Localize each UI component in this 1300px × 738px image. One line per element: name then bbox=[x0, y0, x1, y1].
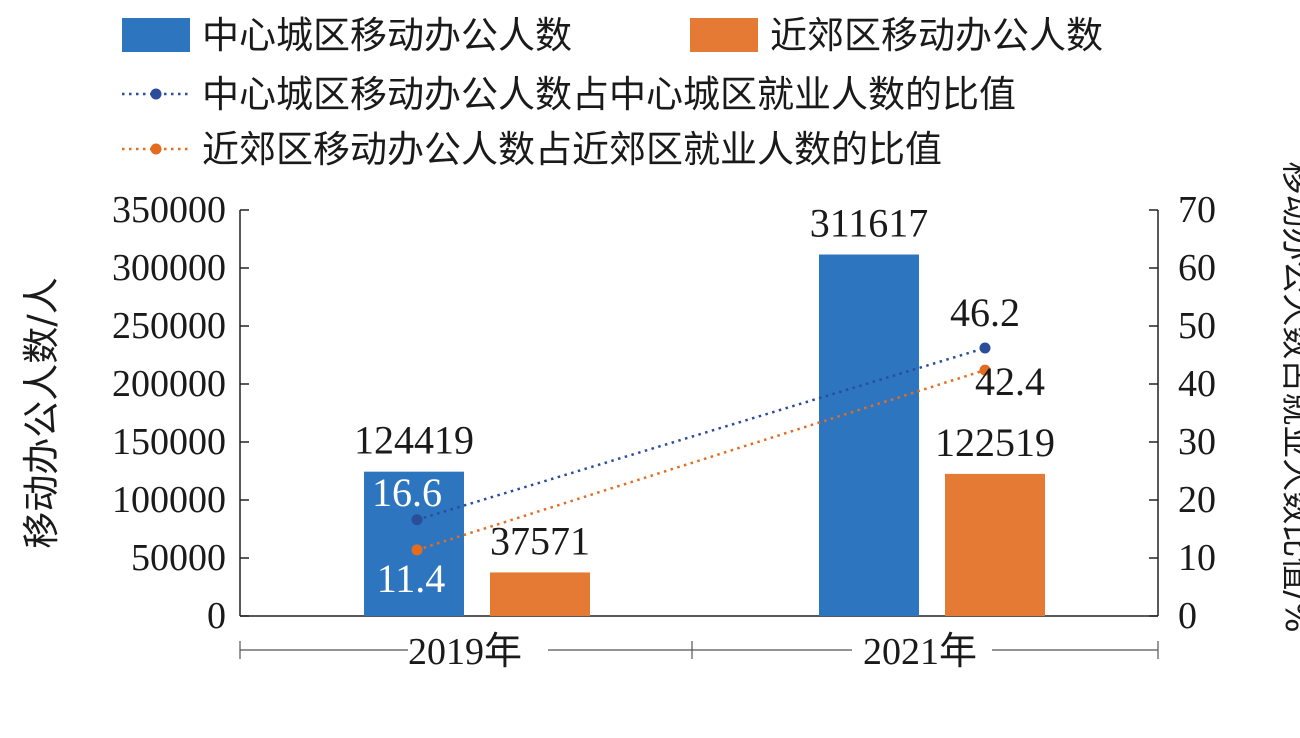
legend-label: 近郊区移动办公人数占近郊区就业人数的比值 bbox=[202, 128, 942, 171]
right-tick-label: 60 bbox=[1178, 247, 1216, 289]
right-axis-title: 移动办公人数占就业人数比值/% bbox=[1278, 161, 1300, 632]
left-tick-label: 100000 bbox=[112, 479, 226, 521]
legend-marker bbox=[150, 88, 162, 100]
bar bbox=[364, 471, 464, 616]
right-tick-label: 30 bbox=[1178, 421, 1216, 463]
left-tick-label: 350000 bbox=[112, 189, 226, 231]
bar-value-label: 311617 bbox=[810, 201, 929, 246]
right-tick-label: 40 bbox=[1178, 363, 1216, 405]
legend-label: 中心城区移动办公人数 bbox=[202, 14, 572, 57]
bar-value-label: 124419 bbox=[354, 418, 474, 463]
ratio-value-label: 11.4 bbox=[377, 556, 446, 601]
ratio-value-label: 16.6 bbox=[372, 470, 442, 515]
ratio-point bbox=[979, 342, 991, 354]
legend: 中心城区移动办公人数 近郊区移动办公人数中心城区移动办公人数占中心城区就业人数的比… bbox=[122, 14, 1103, 171]
left-tick-label: 300000 bbox=[112, 247, 226, 289]
bar-value-label: 37571 bbox=[490, 518, 590, 563]
right-tick-label: 50 bbox=[1178, 305, 1216, 347]
legend-swatch bbox=[690, 18, 758, 52]
left-tick-label: 250000 bbox=[112, 305, 226, 347]
ratio-point bbox=[979, 364, 991, 376]
left-tick-label: 150000 bbox=[112, 421, 226, 463]
bars bbox=[364, 254, 1045, 616]
ratio-point bbox=[411, 544, 423, 556]
category-label: 2021年 bbox=[863, 631, 977, 673]
right-tick-label: 20 bbox=[1178, 479, 1216, 521]
ratio-line bbox=[416, 368, 986, 552]
ratio-value-label: 42.4 bbox=[975, 359, 1045, 404]
legend-label: 近郊区移动办公人数 bbox=[770, 14, 1103, 57]
legend-label: 中心城区移动办公人数占中心城区就业人数的比值 bbox=[202, 73, 1016, 116]
left-tick-label: 200000 bbox=[112, 363, 226, 405]
ratio-lines bbox=[411, 342, 991, 556]
data-labels: 124419 311617 37571 122519 16.6 46.2 11.4 42.4 bbox=[354, 201, 1055, 601]
right-tick-label: 0 bbox=[1178, 595, 1197, 637]
ratio-line bbox=[416, 346, 986, 521]
bar bbox=[819, 254, 919, 616]
legend-marker bbox=[150, 143, 162, 155]
bar-value-label: 122519 bbox=[935, 420, 1055, 465]
category-label: 2019年 bbox=[408, 631, 522, 673]
ratio-value-label: 46.2 bbox=[950, 290, 1020, 335]
right-tick-label: 70 bbox=[1178, 189, 1216, 231]
legend-swatch bbox=[122, 18, 190, 52]
bar bbox=[945, 473, 1045, 616]
left-tick-label: 0 bbox=[207, 595, 226, 637]
ratio-point bbox=[411, 514, 423, 526]
right-tick-label: 10 bbox=[1178, 537, 1216, 579]
left-axis-title: 移动办公人数/人 bbox=[20, 277, 63, 548]
axes: 0 50000 100000 150000 200000 250000 300000 3500… bbox=[20, 161, 1300, 673]
left-tick-label: 50000 bbox=[131, 537, 226, 579]
bar bbox=[490, 572, 590, 616]
